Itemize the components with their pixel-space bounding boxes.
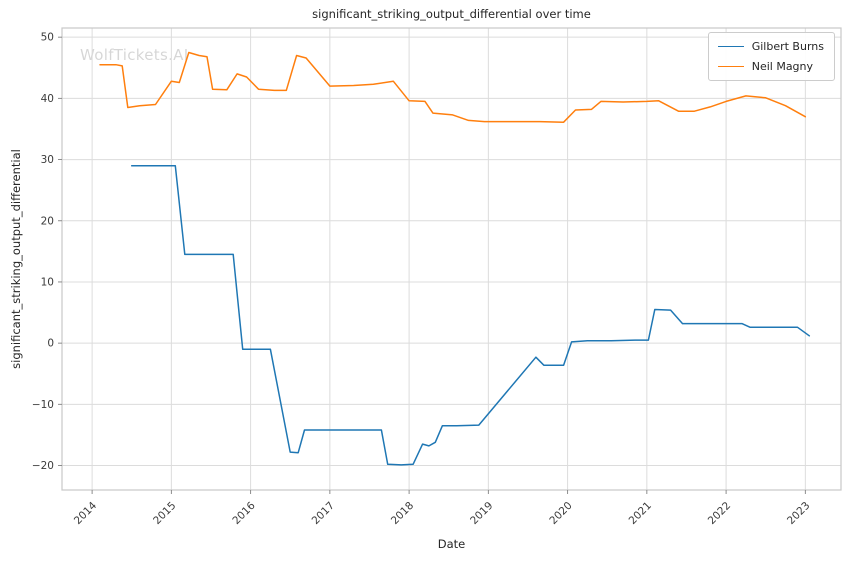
x-tick-label: 2020 — [547, 500, 574, 527]
legend-item-neil-magny: Neil Magny — [717, 60, 824, 73]
legend-item-gilbert-burns: Gilbert Burns — [717, 40, 824, 53]
x-tick-label: 2015 — [151, 500, 178, 527]
watermark: WolfTickets.AI — [80, 46, 189, 64]
y-tick-label: −10 — [32, 399, 54, 411]
legend-label: Neil Magny — [751, 60, 814, 73]
x-tick-label: 2019 — [468, 500, 495, 527]
legend-line-icon — [717, 66, 744, 67]
y-tick-label: 40 — [41, 93, 54, 105]
series-line-1 — [99, 51, 807, 123]
chart-title: significant_striking_output_differential… — [312, 7, 591, 21]
y-tick-label: 10 — [41, 276, 54, 288]
x-axis-label: Date — [437, 537, 466, 551]
y-tick-label: 20 — [41, 215, 54, 227]
y-tick-label: −20 — [32, 460, 54, 472]
series-line-0 — [130, 164, 811, 466]
y-tick-label: 0 — [47, 338, 54, 350]
legend-line-icon — [717, 46, 744, 47]
x-tick-label: 2021 — [627, 500, 654, 527]
x-tick-label: 2017 — [310, 500, 337, 527]
axes-frame — [61, 27, 842, 491]
x-tick-label: 2023 — [785, 500, 812, 527]
y-tick-label: 50 — [41, 32, 54, 44]
x-tick-label: 2014 — [72, 499, 100, 527]
legend: Gilbert Burns Neil Magny — [707, 32, 835, 81]
x-tick-label: 2016 — [230, 499, 258, 527]
x-tick-label: 2022 — [706, 500, 733, 527]
y-tick-label: 30 — [41, 154, 54, 166]
legend-label: Gilbert Burns — [751, 40, 824, 53]
x-tick-label: 2018 — [389, 500, 416, 527]
